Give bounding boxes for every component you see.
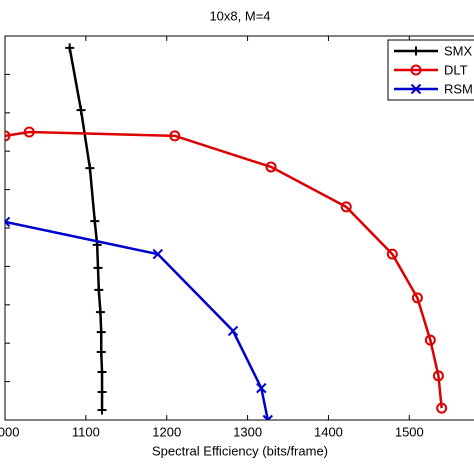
series-line <box>68 47 104 411</box>
marker <box>96 327 106 337</box>
marker <box>93 263 103 273</box>
marker <box>262 414 274 420</box>
legend-label: RSM <box>444 81 473 96</box>
marker <box>5 130 11 142</box>
marker <box>97 405 107 415</box>
marker <box>340 201 352 213</box>
legend-marker <box>410 64 422 76</box>
x-tick-label: 1200 <box>152 424 181 439</box>
marker <box>432 370 444 382</box>
marker <box>76 105 86 115</box>
marker <box>227 325 239 337</box>
marker <box>94 285 104 295</box>
x-tick-label: 1400 <box>314 424 343 439</box>
marker <box>95 307 105 317</box>
marker <box>90 216 100 226</box>
legend-label: SMX <box>444 43 473 58</box>
marker <box>424 334 436 346</box>
x-tick-label: 1300 <box>233 424 262 439</box>
marker <box>411 292 423 304</box>
x-tick-label: 1500 <box>395 424 424 439</box>
marker <box>85 163 95 173</box>
marker <box>256 382 267 394</box>
marker <box>23 126 35 138</box>
plot-area <box>5 43 448 420</box>
x-axis-label: Spectral Efficiency (bits/frame) <box>152 443 328 458</box>
marker <box>265 161 277 173</box>
legend-marker <box>411 46 421 56</box>
marker <box>65 43 75 53</box>
chart-title: 10x8, M=4 <box>209 8 270 23</box>
marker <box>5 216 11 228</box>
series-line <box>5 220 270 420</box>
marker <box>436 402 448 414</box>
marker <box>152 248 164 260</box>
marker <box>169 130 181 142</box>
legend-label: DLT <box>444 62 468 77</box>
x-tick-label: 1000 <box>0 424 19 439</box>
marker <box>386 248 398 260</box>
marker <box>96 347 106 357</box>
x-tick-label: 1100 <box>72 424 100 439</box>
marker <box>97 367 107 377</box>
series-line <box>5 130 443 409</box>
legend-marker <box>410 83 422 95</box>
marker <box>97 387 107 397</box>
